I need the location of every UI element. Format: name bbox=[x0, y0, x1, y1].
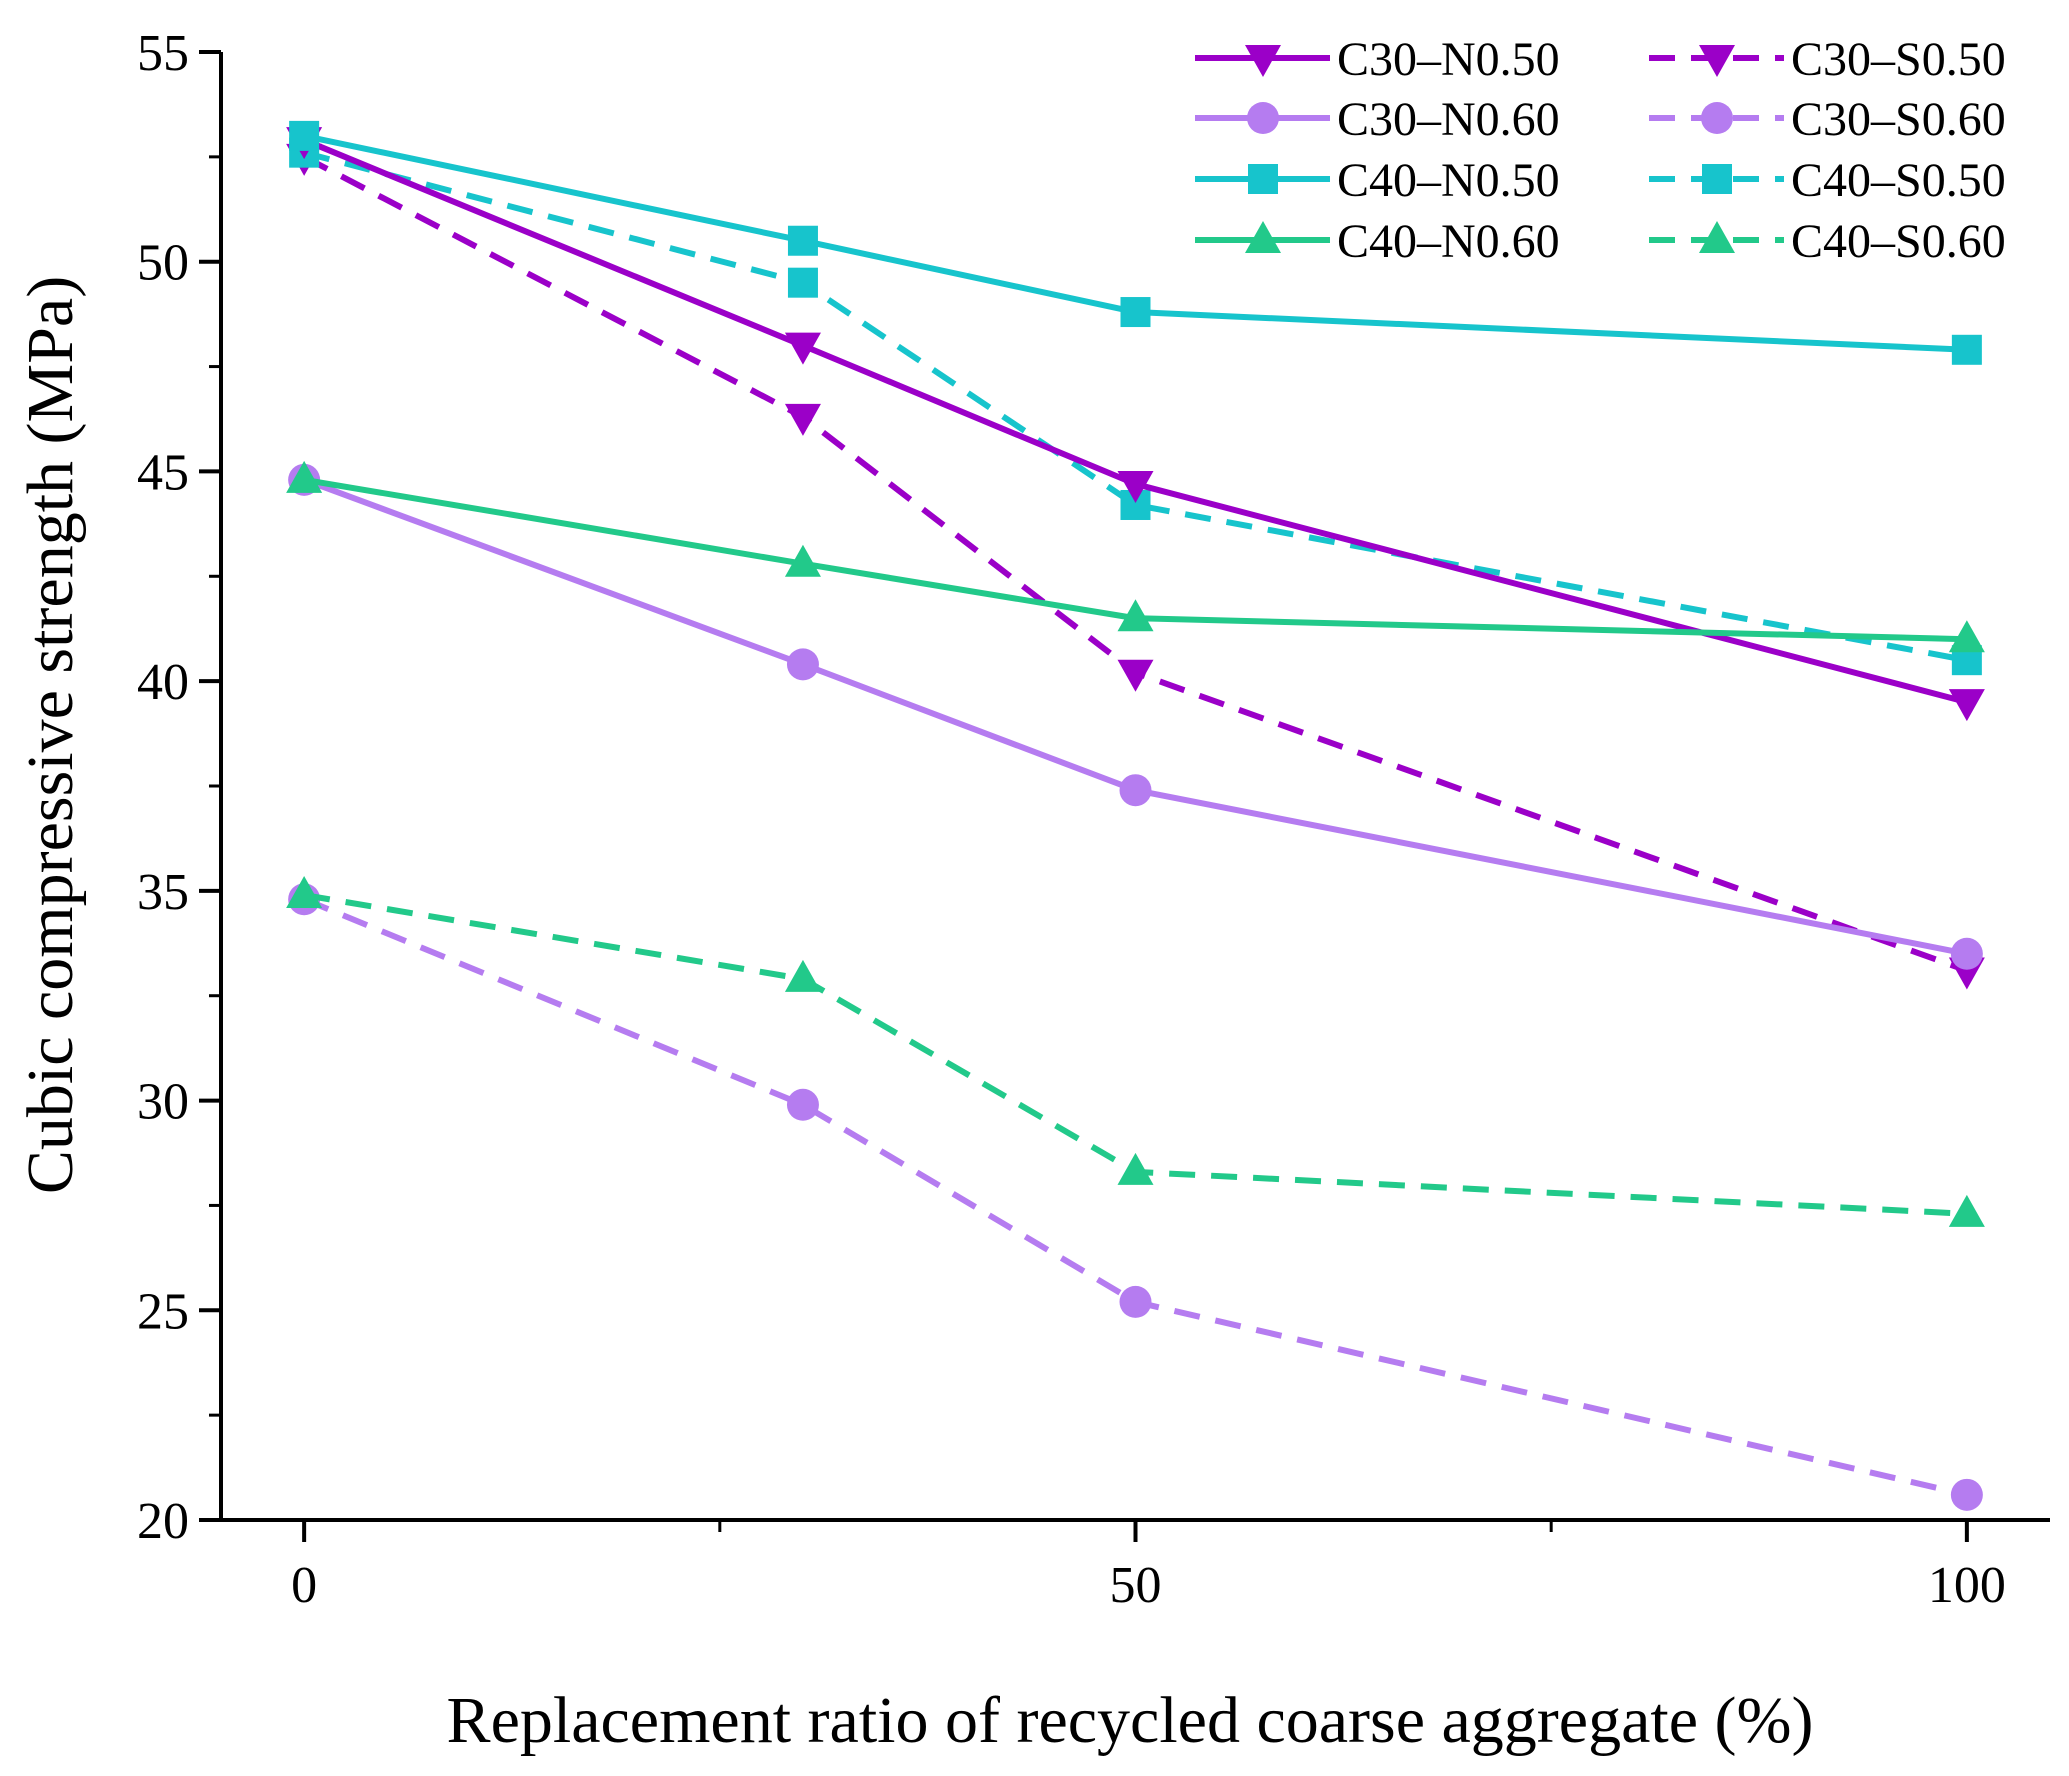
legend-item: C30–N0.60 bbox=[1195, 93, 1560, 146]
series-line bbox=[303, 132, 1967, 353]
legend-item: C30–S0.60 bbox=[1649, 93, 2006, 146]
data-point bbox=[1948, 689, 1985, 722]
series-line bbox=[303, 476, 1967, 643]
x-tick-label: 0 bbox=[291, 1557, 317, 1614]
data-point bbox=[1120, 297, 1151, 328]
legend-marker bbox=[1699, 45, 1735, 77]
series-line bbox=[302, 896, 1968, 1498]
data-point bbox=[1119, 1285, 1152, 1318]
legend-marker bbox=[1701, 102, 1733, 134]
series-line bbox=[303, 477, 1968, 957]
data-point bbox=[1948, 1194, 1985, 1227]
y-tick-label: 45 bbox=[137, 444, 189, 501]
legend-item: C30–S0.50 bbox=[1649, 33, 2006, 86]
series-c30-s0.60 bbox=[288, 883, 1983, 1511]
legend-label: C30–S0.60 bbox=[1791, 93, 2006, 146]
legend-marker bbox=[1699, 221, 1735, 253]
data-point bbox=[786, 648, 819, 681]
legend-label: C30–N0.60 bbox=[1337, 93, 1560, 146]
y-tick-label: 55 bbox=[137, 25, 189, 82]
data-point bbox=[1951, 334, 1982, 365]
legend-marker bbox=[1248, 164, 1278, 194]
data-point bbox=[786, 1088, 819, 1121]
series-c30-n0.60 bbox=[288, 463, 1983, 970]
data-point bbox=[289, 120, 320, 151]
data-point bbox=[784, 332, 821, 365]
series-line bbox=[302, 137, 1968, 706]
data-point bbox=[1117, 1152, 1154, 1185]
legend-item: C30–N0.50 bbox=[1195, 33, 1560, 86]
legend-label: C40–S0.50 bbox=[1791, 154, 2006, 207]
legend-marker bbox=[1702, 164, 1732, 194]
data-point bbox=[1117, 599, 1154, 632]
legend: C30–N0.50 C30–N0.60 C40–N0.50 C40–N0.60 C30–… bbox=[1195, 33, 2006, 268]
y-tick-label: 35 bbox=[137, 864, 189, 921]
legend-marker bbox=[1245, 221, 1281, 253]
data-point bbox=[784, 403, 821, 436]
y-axis-label: Cubic compressive strength (MPa) bbox=[14, 276, 87, 1194]
data-point bbox=[1117, 471, 1154, 504]
axes: 20 25 30 35 40 45 50 55 0 50 100 bbox=[137, 25, 2050, 1614]
data-point bbox=[286, 876, 323, 909]
data-point bbox=[787, 225, 818, 256]
series-line bbox=[302, 154, 1968, 974]
series-c40-s0.50 bbox=[289, 137, 1982, 676]
legend-label: C30–S0.50 bbox=[1791, 33, 2006, 86]
y-tick-label: 30 bbox=[137, 1074, 189, 1131]
series-line bbox=[303, 892, 1968, 1217]
legend-label: C40–S0.60 bbox=[1791, 215, 2006, 268]
data-point bbox=[787, 267, 818, 298]
series-c40-n0.60 bbox=[286, 460, 1985, 653]
y-tick-label: 20 bbox=[137, 1493, 189, 1550]
series-line bbox=[303, 149, 1968, 664]
x-tick-label: 100 bbox=[1928, 1557, 2006, 1614]
series-layer bbox=[286, 120, 1985, 1511]
y-tick-label: 25 bbox=[137, 1283, 189, 1340]
y-tick-label: 40 bbox=[137, 654, 189, 711]
legend-label: C40–N0.60 bbox=[1337, 215, 1560, 268]
data-point bbox=[1948, 620, 1985, 653]
data-point bbox=[1117, 659, 1154, 692]
data-point bbox=[784, 959, 821, 992]
data-point bbox=[1950, 1478, 1983, 1511]
legend-item: C40–N0.60 bbox=[1195, 215, 1560, 268]
legend-label: C40–N0.50 bbox=[1337, 154, 1560, 207]
data-point bbox=[286, 460, 323, 493]
legend-marker bbox=[1245, 45, 1281, 77]
series-c40-n0.50 bbox=[289, 120, 1982, 365]
legend-label: C30–N0.50 bbox=[1337, 33, 1560, 86]
data-point bbox=[1119, 774, 1152, 807]
x-tick-label: 50 bbox=[1110, 1557, 1162, 1614]
legend-marker bbox=[1247, 102, 1279, 134]
legend-item: C40–S0.50 bbox=[1649, 154, 2006, 207]
x-axis-label: Replacement ratio of recycled coarse agg… bbox=[447, 1684, 1814, 1757]
legend-item: C40–S0.60 bbox=[1649, 215, 2006, 268]
data-point bbox=[784, 544, 821, 577]
y-tick-label: 50 bbox=[137, 235, 189, 292]
legend-item: C40–N0.50 bbox=[1195, 154, 1560, 207]
data-point bbox=[1950, 937, 1983, 970]
series-c40-s0.60 bbox=[286, 876, 1985, 1227]
